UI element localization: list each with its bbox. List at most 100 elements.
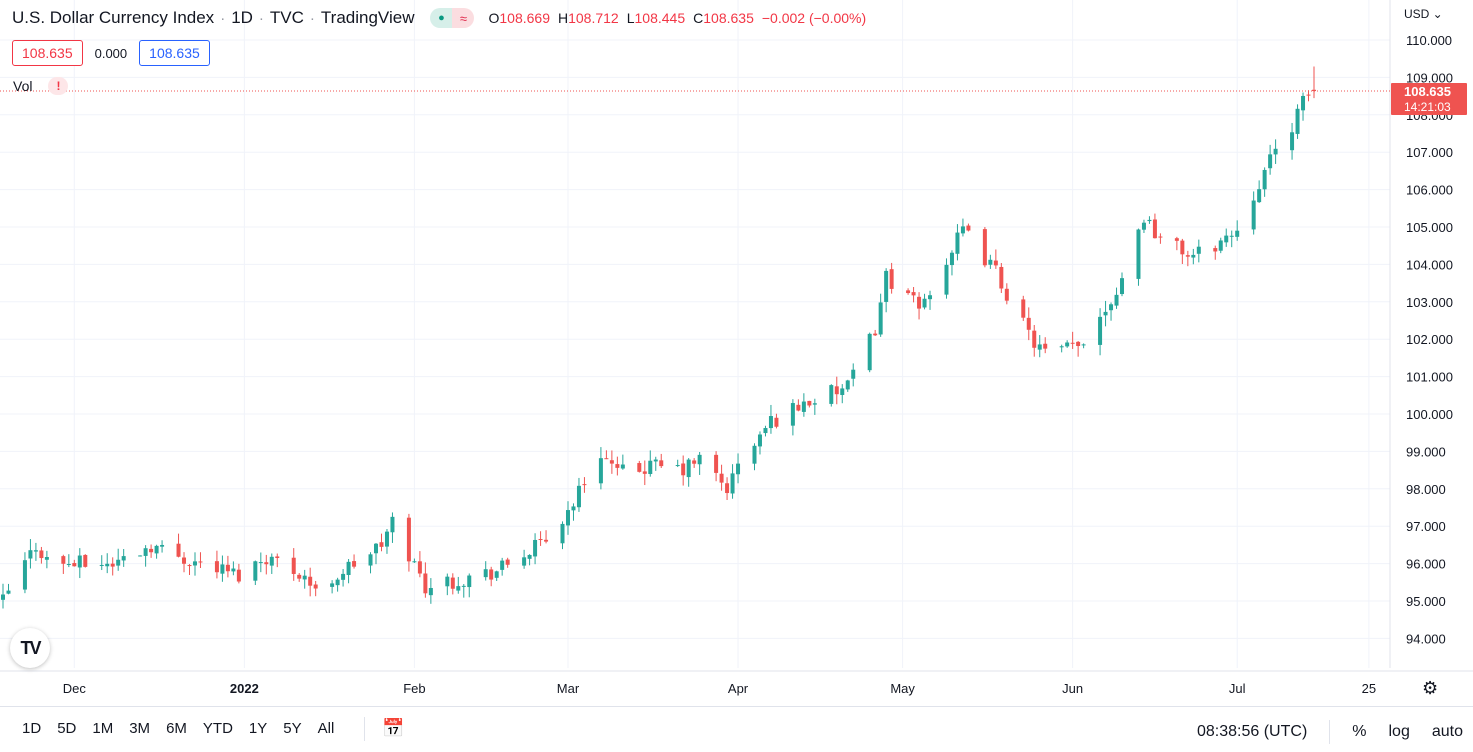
- range-button-1m[interactable]: 1M: [92, 720, 114, 737]
- candle-body: [428, 587, 433, 596]
- candle-body: [1120, 278, 1125, 295]
- candle-body: [686, 459, 691, 478]
- candle-body: [736, 463, 741, 475]
- candle-body: [955, 232, 960, 254]
- range-button-1d[interactable]: 1D: [22, 720, 42, 737]
- right-tools: 08:38:56 (UTC) % log auto: [1175, 720, 1463, 744]
- candle-body: [1185, 255, 1190, 257]
- candle-body: [807, 400, 812, 406]
- candle-body: [620, 464, 625, 469]
- candle-body: [1180, 240, 1185, 255]
- candle-body: [889, 269, 894, 289]
- symbol-title[interactable]: U.S. Dollar Currency Index: [12, 8, 215, 27]
- bid-box[interactable]: 108.635: [12, 40, 83, 66]
- y-tick-label: 110.000: [1406, 33, 1452, 48]
- range-button-5d[interactable]: 5D: [57, 720, 77, 737]
- range-button-3m[interactable]: 3M: [129, 720, 151, 737]
- utc-clock[interactable]: 08:38:56 (UTC): [1197, 723, 1308, 740]
- market-status-pill[interactable]: ● ≈: [430, 8, 475, 28]
- candle-body: [450, 577, 455, 589]
- delayed-data-icon[interactable]: ≈: [452, 8, 475, 28]
- candle-body: [77, 555, 82, 568]
- candle-body: [719, 473, 724, 483]
- x-tick-label: Dec: [63, 681, 87, 696]
- candle-body: [1043, 343, 1048, 349]
- candle-body: [417, 561, 422, 574]
- y-tick-label: 102.000: [1406, 332, 1453, 347]
- range-button-ytd[interactable]: YTD: [202, 720, 233, 737]
- candle-body: [483, 569, 488, 578]
- candle-body: [867, 333, 872, 371]
- price-tag-bg: [1391, 83, 1467, 116]
- candle-body: [33, 550, 38, 552]
- candle-body: [116, 559, 121, 566]
- candle-body: [796, 404, 801, 411]
- auto-toggle[interactable]: auto: [1431, 723, 1463, 740]
- candle-body: [884, 270, 889, 302]
- candle-body: [1136, 229, 1141, 279]
- candle-body: [39, 550, 44, 559]
- candle-body: [467, 575, 472, 588]
- candle-body: [609, 460, 614, 464]
- candle-body: [105, 563, 110, 567]
- candle-body: [911, 292, 916, 296]
- candle-body: [1229, 235, 1234, 237]
- candle-body: [1081, 344, 1086, 346]
- x-tick-label: Mar: [557, 681, 580, 696]
- candle-body: [61, 556, 66, 564]
- volume-legend[interactable]: Vol !: [13, 77, 69, 95]
- settings-gear-icon[interactable]: ⚙: [1422, 678, 1439, 698]
- candle-body: [374, 543, 379, 554]
- candle-body: [1037, 344, 1042, 350]
- candle-body: [906, 290, 911, 294]
- candle-body: [752, 445, 757, 464]
- candle-body: [154, 545, 159, 554]
- candle-body: [220, 564, 225, 574]
- candle-body: [571, 506, 576, 511]
- candle-body: [851, 369, 856, 379]
- interval-label[interactable]: 1D: [231, 8, 253, 27]
- y-tick-label: 97.000: [1406, 519, 1446, 534]
- candle-body: [922, 298, 927, 308]
- candle-body: [944, 264, 949, 295]
- candle-body: [1196, 246, 1201, 254]
- ask-box[interactable]: 108.635: [139, 40, 210, 66]
- y-tick-label: 107.000: [1406, 145, 1453, 160]
- candle-body: [275, 556, 280, 559]
- candle-body: [138, 555, 143, 557]
- candle-body: [917, 296, 922, 309]
- candle-body: [1268, 154, 1273, 169]
- percent-toggle[interactable]: %: [1352, 723, 1367, 740]
- range-button-5y[interactable]: 5Y: [283, 720, 302, 737]
- tradingview-logo-icon[interactable]: TV: [10, 628, 50, 668]
- calendar-icon[interactable]: 📅: [382, 718, 405, 738]
- candle-body: [757, 434, 762, 447]
- range-button-all[interactable]: All: [317, 720, 335, 737]
- candle-body: [1235, 230, 1240, 237]
- candle-body: [236, 569, 241, 582]
- source-label: TradingView: [320, 8, 415, 27]
- price-chart[interactable]: 110.000109.000108.000107.000106.000105.0…: [0, 0, 1473, 706]
- candle-body: [352, 561, 357, 567]
- quote-boxes: 108.635 0.000 108.635: [12, 40, 210, 66]
- range-button-6m[interactable]: 6M: [166, 720, 187, 737]
- candle-body: [774, 417, 779, 427]
- log-toggle[interactable]: log: [1388, 723, 1410, 740]
- candle-body: [949, 252, 954, 266]
- candle-body: [445, 576, 450, 587]
- candle-body: [928, 295, 933, 300]
- x-tick-label: Jun: [1062, 681, 1083, 696]
- candle-body: [379, 542, 384, 547]
- candle-body: [582, 484, 587, 486]
- warning-icon[interactable]: !: [48, 77, 69, 95]
- candle-body: [44, 556, 49, 560]
- range-buttons: 1D 5D 1M 3M 6M YTD 1Y 5Y All: [14, 720, 342, 737]
- candle-body: [1109, 304, 1114, 311]
- candle-body: [1004, 288, 1009, 301]
- range-button-1y[interactable]: 1Y: [248, 720, 268, 737]
- market-open-icon[interactable]: ●: [430, 8, 453, 28]
- candle-body: [406, 517, 411, 562]
- candle-body: [110, 563, 115, 567]
- currency-selector[interactable]: USD ⌄: [1404, 7, 1443, 21]
- candle-body: [1213, 248, 1218, 252]
